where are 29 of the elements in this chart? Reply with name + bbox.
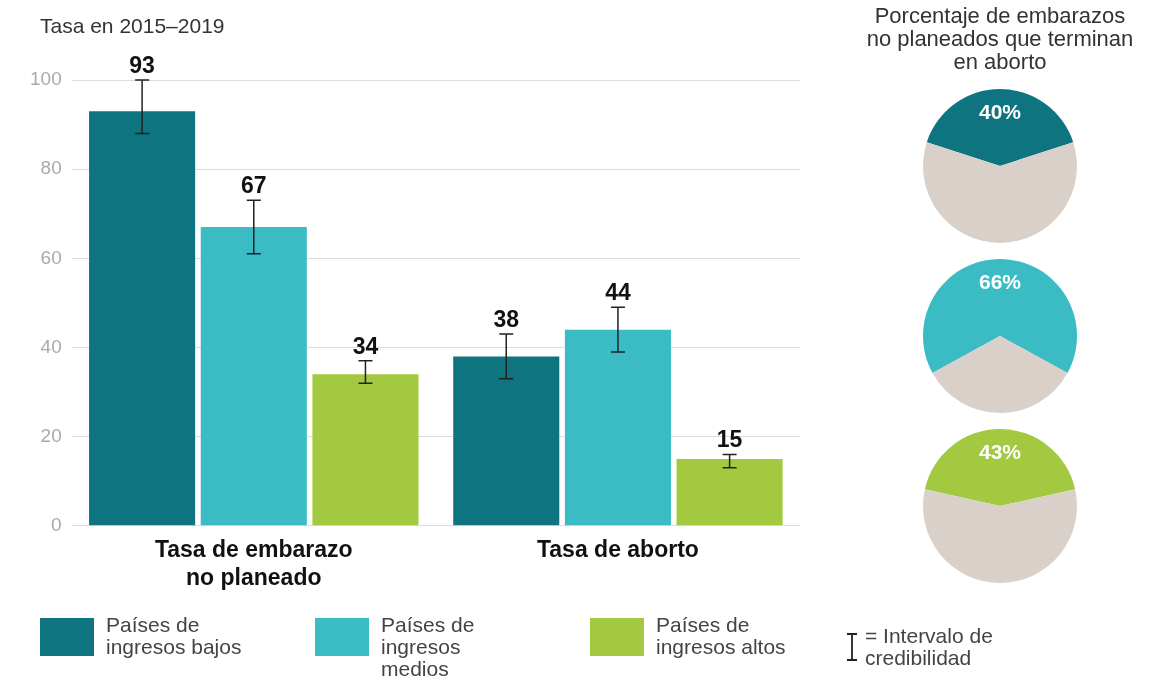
legend-label: Países de ingresos bajos <box>106 613 242 658</box>
chart-title: Porcentaje de embarazos no planeados que terminan en aborto <box>865 3 1135 74</box>
data-label: 44 <box>605 279 631 306</box>
y-tick-label: 40 <box>40 335 62 357</box>
data-label: 43% <box>978 440 1022 464</box>
y-tick-label: 80 <box>40 157 62 179</box>
legend-label: Países de ingresos medios <box>381 613 475 679</box>
bar <box>676 458 783 526</box>
data-label: 67 <box>240 172 267 199</box>
bar <box>564 329 671 526</box>
y-tick-label: 0 <box>51 514 62 536</box>
bar <box>89 111 196 526</box>
data-label: 40% <box>978 100 1022 124</box>
data-label: 66% <box>978 270 1022 294</box>
text: = Intervalo de credibilidad <box>865 624 993 669</box>
y-tick-label: 60 <box>40 246 62 268</box>
data-label: 38 <box>493 305 520 332</box>
bar <box>453 356 560 526</box>
x-tick-label: Tasa de aborto <box>536 535 699 562</box>
y-tick-label: 100 <box>30 68 62 90</box>
legend-label: Países de ingresos altos <box>656 613 786 658</box>
x-tick-label: Tasa de embarazo no planeado <box>154 535 353 590</box>
bar <box>312 374 419 526</box>
data-label: 15 <box>716 426 743 453</box>
bar <box>200 227 307 526</box>
data-label: 93 <box>129 51 155 78</box>
data-label: 34 <box>352 332 379 359</box>
y-axis-title: Tasa en 2015–2019 <box>40 14 225 38</box>
y-tick-label: 20 <box>40 424 62 446</box>
